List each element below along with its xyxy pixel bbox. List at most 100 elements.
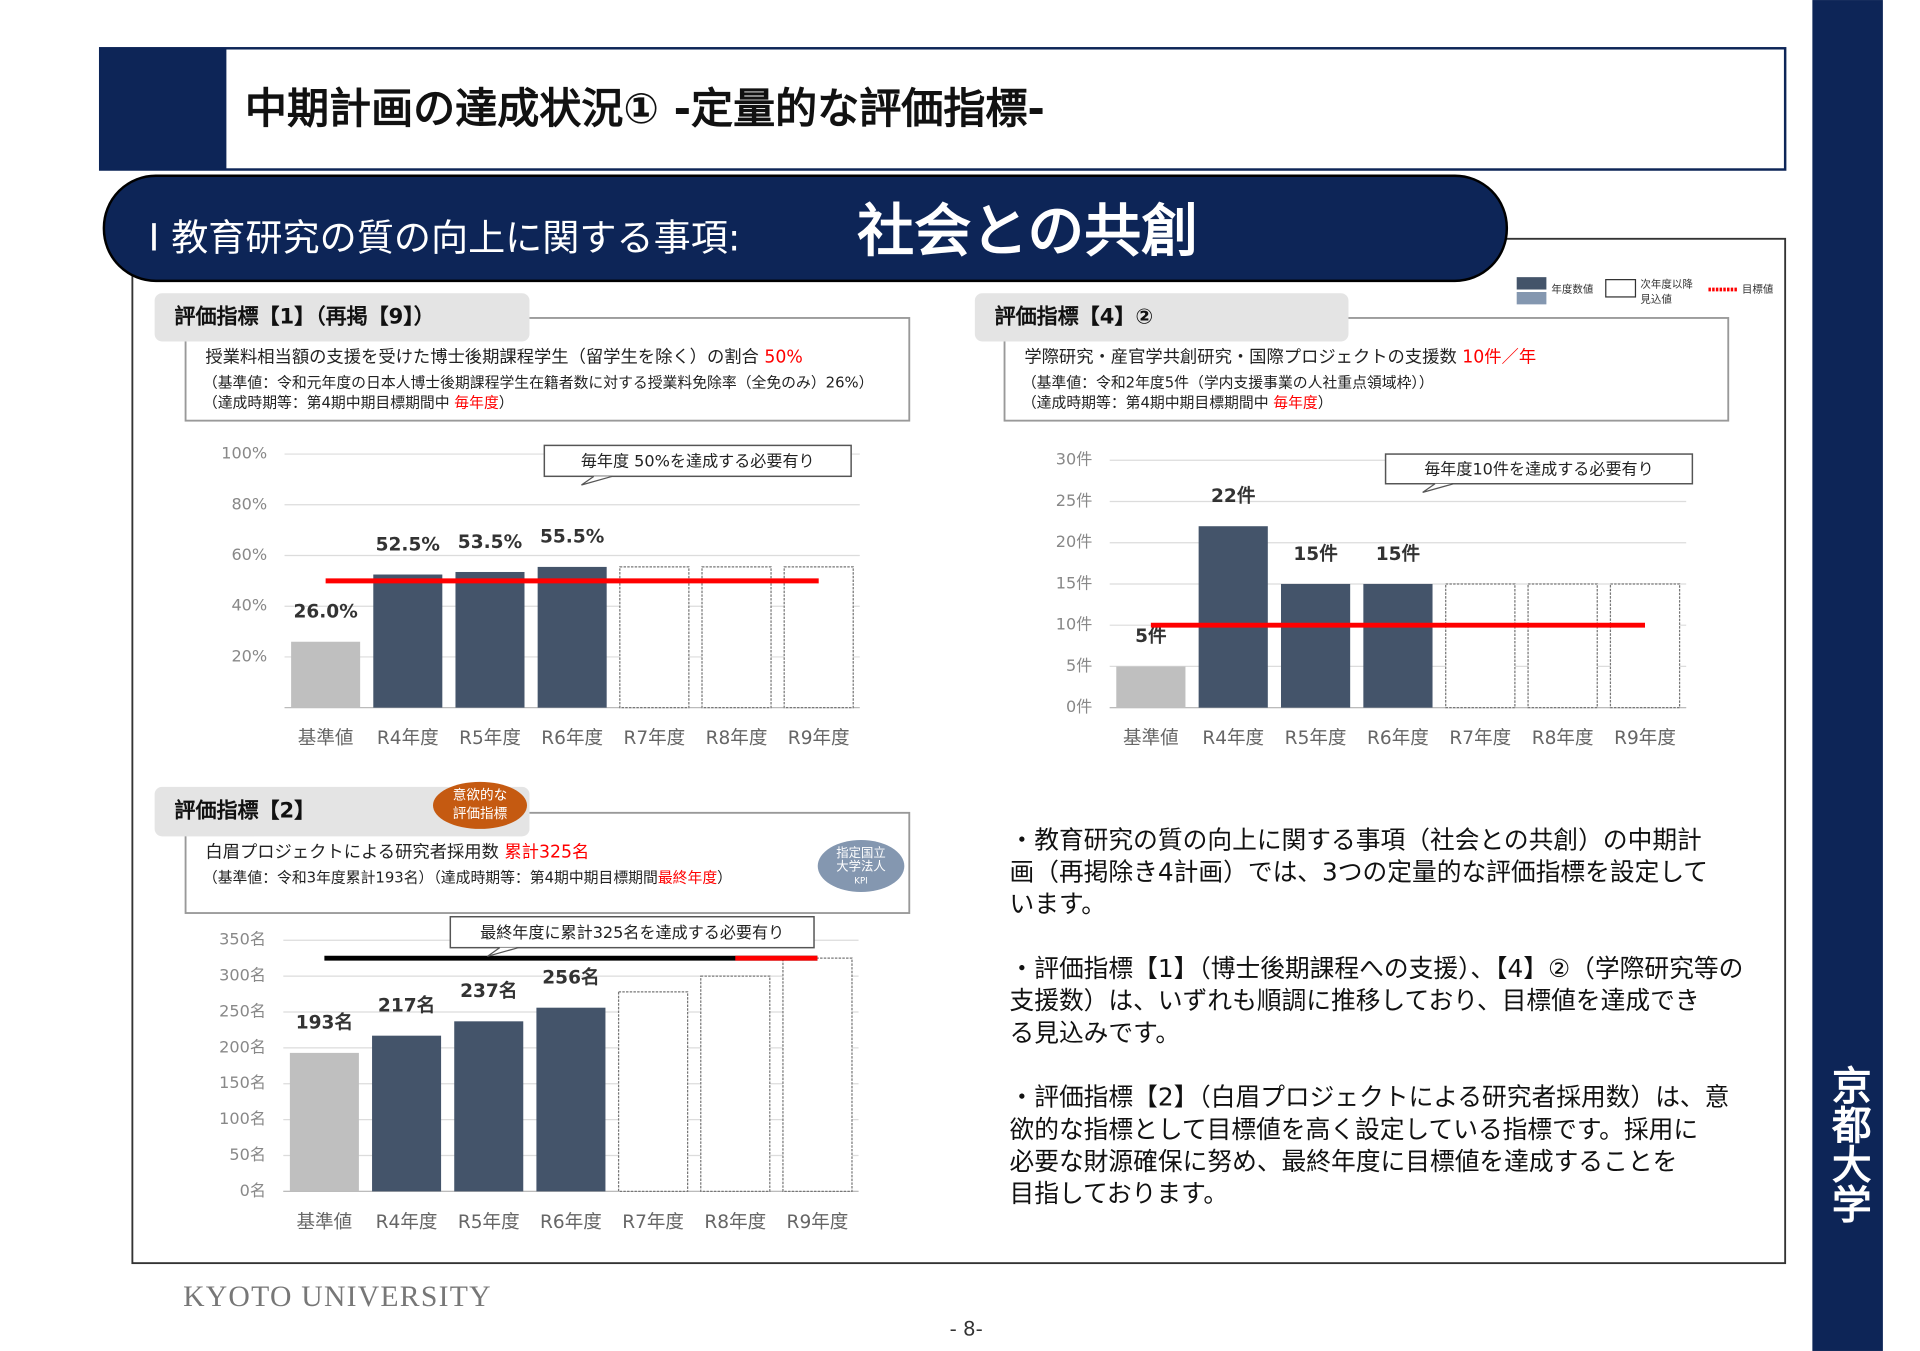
indicator-label: 評価指標【4】② — [995, 303, 1154, 328]
summary-line: 目指しております。 — [1009, 1179, 1228, 1208]
callout-tail — [1422, 483, 1454, 494]
x-tick-label: R6年度 — [541, 728, 603, 749]
value-label: 5件 — [1135, 625, 1167, 647]
badge — [432, 781, 528, 829]
x-tick-label: R9年度 — [787, 1212, 849, 1233]
section-label: Ⅰ 教育研究の質の向上に関する事項: — [148, 217, 740, 260]
legend-swatch — [1516, 291, 1547, 305]
text-segment: 白眉プロジェクトによる研究者採用数 — [205, 842, 504, 862]
callout-text: 毎年度10件を達成する必要有り — [1424, 460, 1653, 479]
summary-line: います。 — [1009, 890, 1105, 919]
kpi-text: KPI — [854, 876, 867, 886]
header-title: 中期計画の達成状況① -定量的な評価指標- — [245, 84, 1045, 133]
summary-line: ・評価指標【2】（白眉プロジェクトによる研究者採用数）は、意 — [1009, 1083, 1729, 1112]
bar — [372, 1035, 442, 1192]
text-segment: （基準値：令和元年度の日本人博士後期課程学生在籍者数に対する授業料免除率（全免の… — [203, 374, 874, 392]
kpi-text: 大学法人 — [836, 859, 885, 874]
legend-label: 次年度以降 — [1640, 278, 1693, 291]
x-tick-label: R8年度 — [706, 728, 768, 749]
value-label: 53.5% — [458, 532, 522, 553]
bar — [536, 1007, 606, 1192]
value-label: 52.5% — [376, 534, 440, 555]
x-tick-label: R9年度 — [1614, 728, 1676, 749]
value-label: 55.5% — [540, 527, 604, 548]
info-text: 授業料相当額の支援を受けた博士後期課程学生（留学生を除く）の割合 50% — [205, 348, 802, 368]
chart: 評価指標【2】白眉プロジェクトによる研究者採用数 累計325名 （基準値：令和3年… — [154, 781, 911, 1233]
chart: 評価指標【1】（再掲【9】） 授業料相当額の支援を受けた博士後期課程学生（留学生を… — [154, 293, 911, 749]
text-segment: 50% — [764, 348, 802, 368]
summary-line: る見込みです。 — [1009, 1018, 1180, 1047]
value-label: 15件 — [1293, 543, 1338, 565]
text-segment: （達成時期等：第4期中期目標期間中 — [203, 393, 454, 411]
summary-line: ・評価指標【1】（博士後期課程への支援）、【4】②（学際研究等の — [1009, 954, 1743, 983]
text-segment: 授業料相当額の支援を受けた博士後期課程学生（留学生を除く）の割合 — [205, 348, 764, 368]
y-tick-label: 250名 — [219, 1001, 266, 1020]
indicator-label: 評価指標【2】 — [174, 798, 315, 823]
y-tick-label: 0名 — [240, 1181, 266, 1200]
info-text: （基準値：令和3年度累計193名）（達成時期等：第4期中期目標期間最終年度） — [203, 868, 732, 886]
y-tick-label: 40% — [231, 596, 267, 615]
projected-bar — [782, 957, 853, 1192]
kpi-text: 指定国立 — [836, 845, 885, 860]
x-tick-label: R5年度 — [459, 728, 521, 749]
text-segment: 毎年度 — [1273, 394, 1318, 411]
projected-bar — [783, 566, 854, 709]
value-label: 22件 — [1211, 485, 1256, 507]
indicator-tab — [154, 293, 530, 342]
text-segment: （達成時期等：第4期中期目標期間中 — [1022, 393, 1273, 411]
x-tick-label: R8年度 — [704, 1212, 766, 1233]
value-label: 256名 — [542, 966, 599, 988]
x-tick-label: R5年度 — [458, 1212, 520, 1233]
projected-bar — [1609, 583, 1681, 709]
y-tick-label: 350名 — [219, 930, 266, 949]
legend-label: 見込値 — [1640, 292, 1672, 305]
callout-box — [543, 444, 852, 478]
text-segment: 学際研究・産官学共創研究・国際プロジェクトの支援数 — [1024, 348, 1462, 368]
y-tick-label: 5件 — [1066, 656, 1092, 675]
y-tick-label: 50名 — [229, 1145, 266, 1164]
text-segment: ） — [717, 869, 732, 886]
bar — [1116, 666, 1186, 708]
bar — [289, 1052, 359, 1192]
summary-line: 欲的な指標として目標値を高く設定している指標です。採用に — [1009, 1115, 1698, 1144]
info-text: （達成時期等：第4期中期目標期間中 毎年度） — [203, 393, 514, 411]
footer-university: KYOTO UNIVERSITY — [183, 1281, 492, 1313]
y-tick-label: 60% — [231, 545, 267, 564]
value-label: 26.0% — [293, 602, 357, 623]
x-tick-label: R9年度 — [788, 728, 850, 749]
value-label: 217名 — [378, 994, 435, 1016]
info-text: （達成時期等：第4期中期目標期間中 毎年度） — [1022, 393, 1333, 411]
y-tick-label: 30件 — [1056, 450, 1093, 469]
callout-tail — [581, 475, 613, 486]
value-label: 237名 — [460, 980, 517, 1002]
y-tick-label: 100% — [221, 444, 267, 463]
x-tick-label: R7年度 — [622, 1212, 684, 1233]
projected-bar — [619, 566, 690, 709]
x-tick-label: R4年度 — [377, 728, 439, 749]
legend-label: 目標値 — [1742, 283, 1774, 296]
text-segment: 毎年度 — [454, 394, 499, 411]
badge-text: 評価指標 — [453, 806, 508, 822]
y-tick-label: 300名 — [219, 966, 266, 985]
text-segment: （基準値：令和3年度累計193名）（達成時期等：第4期中期目標期間 — [203, 868, 658, 886]
page-number: - 8- — [950, 1317, 983, 1340]
text-segment: ） — [499, 394, 514, 411]
info-text: 白眉プロジェクトによる研究者採用数 累計325名 — [205, 842, 589, 862]
callout-text: 最終年度に累計325名を達成する必要有り — [480, 923, 784, 942]
indicator-label: 評価指標【1】（再掲【9】） — [174, 303, 434, 328]
x-tick-label: R5年度 — [1285, 728, 1347, 749]
value-label: 193名 — [296, 1012, 353, 1034]
badge-text: 意欲的な — [453, 787, 507, 804]
text-segment: ） — [1318, 394, 1333, 411]
y-tick-label: 150名 — [219, 1073, 266, 1092]
x-tick-label: R7年度 — [1449, 728, 1511, 749]
section-banner — [102, 174, 1509, 283]
projected-bar — [1445, 583, 1516, 709]
legend-label: 年度数値 — [1551, 283, 1594, 296]
y-tick-label: 25件 — [1056, 491, 1093, 510]
header-box — [98, 47, 1787, 171]
summary-line: 必要な財源確保に努め、最終年度に目標値を達成することを — [1009, 1147, 1677, 1176]
y-tick-label: 0件 — [1066, 697, 1092, 716]
y-tick-label: 20件 — [1056, 532, 1093, 551]
